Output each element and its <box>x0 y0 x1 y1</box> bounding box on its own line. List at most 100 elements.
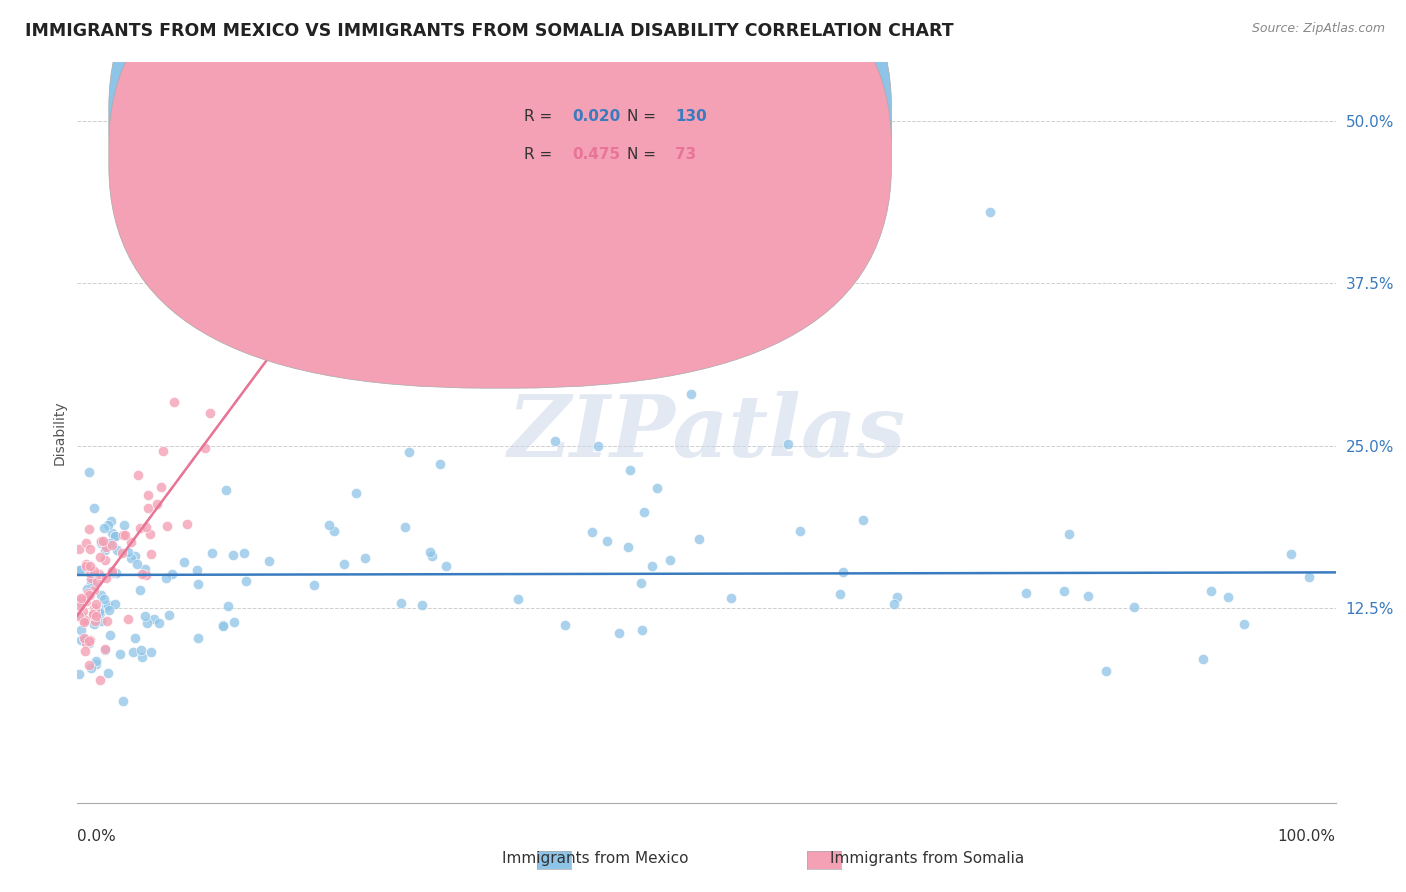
Point <box>156 518 179 533</box>
Point <box>117 612 139 626</box>
Point <box>128 521 150 535</box>
Point <box>134 562 156 576</box>
Point <box>127 467 149 482</box>
Point <box>101 566 124 580</box>
Point <box>1015 586 1038 600</box>
Text: ZIPatlas: ZIPatlas <box>508 391 905 475</box>
Point <box>389 596 412 610</box>
Point <box>544 434 567 448</box>
Point <box>89 550 111 565</box>
Point <box>73 631 96 645</box>
Point <box>155 571 177 585</box>
Point <box>222 615 245 629</box>
Point <box>120 550 142 565</box>
Point <box>886 590 908 604</box>
Point <box>128 583 150 598</box>
Point <box>79 658 101 673</box>
Y-axis label: Disability: Disability <box>52 401 66 465</box>
Point <box>979 204 1001 219</box>
Point <box>720 591 742 605</box>
Point <box>79 588 101 602</box>
Point <box>146 497 169 511</box>
Point <box>148 615 170 630</box>
Point <box>67 608 90 623</box>
Point <box>129 643 152 657</box>
Point <box>127 558 149 572</box>
Point <box>101 565 124 579</box>
Point <box>67 563 90 577</box>
Point <box>77 586 100 600</box>
Point <box>333 558 356 572</box>
Point <box>103 529 125 543</box>
Point <box>162 566 184 581</box>
Point <box>420 549 443 563</box>
Point <box>83 564 105 578</box>
Point <box>75 594 97 608</box>
Point <box>1191 652 1213 666</box>
Text: N =: N = <box>627 147 661 162</box>
Point <box>73 613 96 627</box>
Point <box>139 547 162 561</box>
Point <box>90 536 112 550</box>
Point <box>136 500 159 515</box>
Point <box>90 614 112 628</box>
Point <box>318 518 340 533</box>
Text: 0.475: 0.475 <box>572 147 620 162</box>
Point <box>157 607 180 622</box>
Point <box>1279 547 1302 561</box>
Point <box>76 582 98 596</box>
Point <box>72 613 94 627</box>
Point <box>211 619 233 633</box>
Point <box>83 616 105 631</box>
Point <box>233 546 256 560</box>
Point <box>112 518 135 533</box>
Point <box>98 536 121 550</box>
Point <box>84 603 107 617</box>
Point <box>619 463 641 477</box>
Point <box>93 521 115 535</box>
Point <box>120 534 142 549</box>
Point <box>617 541 640 555</box>
Point <box>69 599 91 614</box>
Point <box>136 615 159 630</box>
Text: 130: 130 <box>675 109 707 124</box>
Point <box>83 601 105 615</box>
Point <box>82 607 104 622</box>
Point <box>87 566 110 581</box>
Point <box>176 516 198 531</box>
Point <box>89 605 111 619</box>
Point <box>323 524 346 539</box>
Point <box>76 591 98 606</box>
Point <box>75 643 97 657</box>
Point <box>83 582 105 597</box>
Point <box>101 565 124 579</box>
Point <box>70 624 93 638</box>
Point <box>75 636 97 650</box>
Point <box>77 633 100 648</box>
Point <box>394 520 416 534</box>
Point <box>830 587 852 601</box>
Point <box>1053 583 1076 598</box>
Point <box>89 673 111 687</box>
Point <box>124 631 146 645</box>
Point <box>1123 599 1146 614</box>
Point <box>411 598 433 612</box>
Point <box>104 597 127 611</box>
Text: R =: R = <box>524 109 557 124</box>
Point <box>458 346 481 360</box>
Point <box>80 571 103 585</box>
Point <box>259 553 281 567</box>
Text: 73: 73 <box>675 147 696 162</box>
Point <box>187 631 209 645</box>
Text: IMMIGRANTS FROM MEXICO VS IMMIGRANTS FROM SOMALIA DISABILITY CORRELATION CHART: IMMIGRANTS FROM MEXICO VS IMMIGRANTS FRO… <box>25 22 953 40</box>
Point <box>98 602 121 616</box>
Point <box>831 565 853 579</box>
Point <box>607 625 630 640</box>
Point <box>581 524 603 539</box>
Point <box>122 645 145 659</box>
Point <box>94 543 117 558</box>
Point <box>117 545 139 559</box>
Point <box>111 546 134 560</box>
Point <box>77 522 100 536</box>
Point <box>96 614 118 628</box>
